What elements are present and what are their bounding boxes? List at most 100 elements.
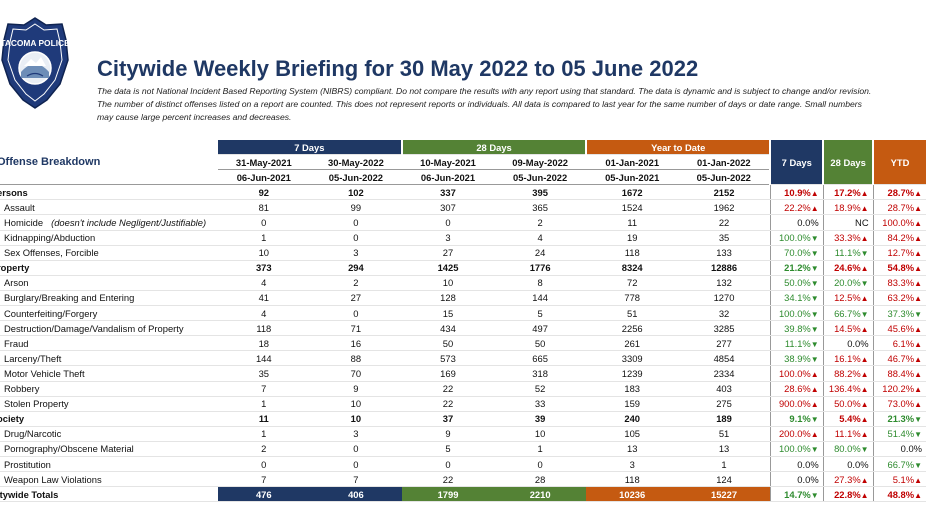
pct-value: 48.8% [887,488,915,500]
count-cell: 33 [494,396,587,412]
count-cell: 1524 [586,199,679,216]
count-cell: 3309 [586,350,679,367]
count-cell: 4 [217,275,310,291]
down-arrow-icon: ▼ [810,279,819,289]
pct-value: 37.3% [887,307,915,319]
count-cell: 70 [309,365,402,382]
up-arrow-icon: ▲ [810,385,819,395]
count-cell: 1 [678,456,771,473]
count-cell: 92 [217,184,310,201]
down-arrow-icon: ▼ [810,354,819,364]
count-cell: 27 [401,245,495,261]
count-cell: 4854 [678,350,771,367]
pct-value: 16.1% [834,352,861,364]
count-cell: 8 [494,275,587,291]
pct-change-cell: 6.1%▲ [872,335,926,352]
count-cell: 0 [309,441,402,457]
table-row: Weapon Law Violations 7 7 22 28 118 124 0.0% 27.… [0,471,926,488]
pct-value: 22.2% [784,201,811,213]
up-arrow-icon: ▲ [914,188,922,198]
count-cell: 0 [309,305,402,322]
count-cell: 15227 [678,486,771,503]
count-cell: 32 [678,305,771,322]
count-cell: 10236 [586,486,679,503]
count-cell: 189 [678,411,771,427]
pct-change-cell: 24.6%▲ [822,260,874,276]
offense-name: Motor Vehicle Theft [4,367,85,379]
pct-change-cell: 46.7%▲ [872,350,926,367]
pct-change-cell: 39.8%▼ [769,320,824,337]
count-cell: 50 [401,335,495,352]
pct-value: 88.2% [834,367,861,379]
pct-change-cell: NC [822,214,874,231]
pct-value: 66.7% [834,307,861,319]
down-arrow-icon: ▼ [810,490,819,500]
pct-value: 50.0% [834,398,861,410]
date-from-header: 31-May-2021 [217,154,310,171]
count-cell: 3285 [678,320,771,337]
up-arrow-icon: ▲ [860,490,869,500]
pct-value: 14.5% [834,322,861,334]
count-cell: 406 [309,486,402,503]
count-cell: 2152 [678,184,771,201]
pct-value: 83.3% [887,277,915,289]
pct-value: 21.3% [887,413,915,425]
count-cell: 24 [494,245,587,261]
count-cell: 665 [494,350,587,367]
pct-value: 0.0% [900,443,922,455]
pct-value: 63.2% [887,292,915,304]
count-cell: 3 [309,245,402,261]
up-arrow-icon: ▲ [914,279,922,289]
pct-value: 33.3% [834,232,861,244]
offense-name-cell: Assault [0,199,218,216]
pct-change-cell: 11.1%▼ [769,335,824,352]
table-row: Kidnapping/Abduction 1 0 3 4 19 35 100.0%▼ 33.3%… [0,230,926,246]
up-arrow-icon: ▲ [914,490,922,500]
category-row: ersons 92 102 337 395 1672 2152 10.9%▲ 17.2%▲ 28.… [0,184,926,201]
pct-value: 22.8% [834,488,861,500]
pct-change-cell: 51.4%▼ [872,426,926,442]
date-from-header: 10-May-2021 [401,154,495,171]
date-from-header: 30-May-2022 [309,154,402,171]
up-arrow-icon: ▲ [914,475,922,485]
pct-change-cell: 22.2%▲ [769,199,824,216]
pct-value: 100.0% [882,217,915,229]
count-cell: 9 [401,426,495,442]
pct-value: 34.1% [784,292,811,304]
count-cell: 183 [586,381,679,397]
count-cell: 0 [494,456,587,473]
count-cell: 118 [217,320,310,337]
down-arrow-icon: ▼ [914,415,922,425]
count-cell: 434 [401,320,495,337]
offense-breakdown-table: Offense Breakdown 7 Days 28 Days Year to… [0,140,926,503]
pct-change-cell: 50.0%▲ [822,396,874,412]
pct-change-cell: 16.1%▲ [822,350,874,367]
pct-change-cell: 88.4%▲ [872,365,926,382]
up-arrow-icon: ▲ [914,219,922,229]
date-to-header: 05-Jun-2022 [494,169,587,186]
pct-change-cell: 14.5%▲ [822,320,874,337]
count-cell: 10 [217,245,310,261]
pct-value: 11.1% [834,247,861,259]
pct-change-cell: 66.7%▼ [872,456,926,473]
offense-name-cell: Stolen Property [0,396,218,412]
pct-change-cell: 11.1%▲ [822,426,874,442]
pct-value: 21.2% [784,262,811,274]
offense-name: Stolen Property [4,398,69,410]
table-row: Pornography/Obscene Material 2 0 5 1 13 13 100.… [0,441,926,457]
down-arrow-icon: ▼ [914,430,922,440]
offense-name: Larceny/Theft [4,352,62,364]
totals-row: itywide Totals 476 406 1799 2210 10236 15227 14… [0,486,926,503]
offense-note: (doesn't include Negligent/Justifiable) [51,217,207,229]
count-cell: 18 [217,335,310,352]
pct-change-cell: 200.0%▲ [769,426,824,442]
pct-value: 100.0% [778,232,811,244]
offense-name: Prostitution [4,458,51,470]
pct-value: 28.6% [784,383,811,395]
offense-name-cell: ersons [0,184,218,201]
count-cell: 294 [309,260,402,276]
count-cell: 35 [678,230,771,246]
count-cell: 1270 [678,290,771,307]
count-cell: 307 [401,199,495,216]
offense-name: Homicide [4,217,44,229]
